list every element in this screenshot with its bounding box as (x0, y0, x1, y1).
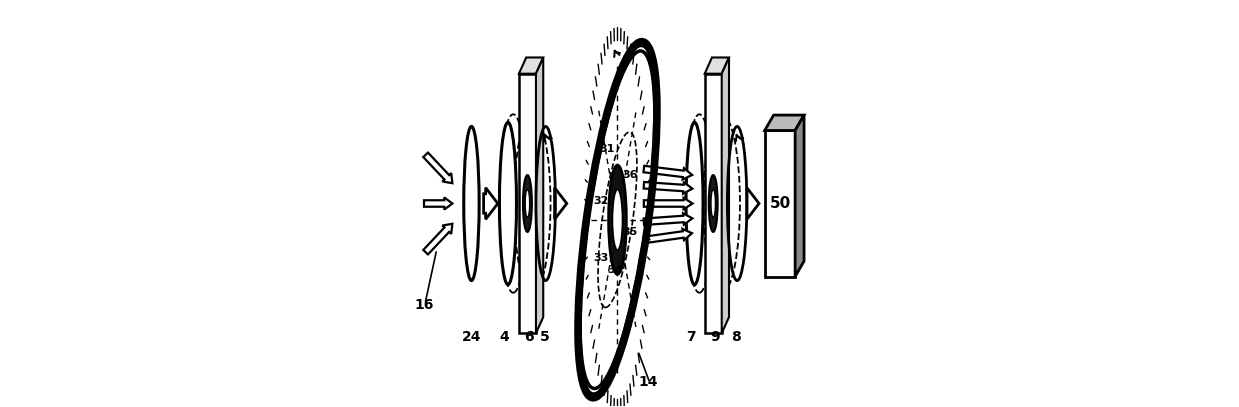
Text: 14: 14 (638, 375, 658, 389)
Text: 7: 7 (685, 330, 695, 344)
Text: 5: 5 (540, 330, 549, 344)
FancyArrow shape (643, 229, 693, 243)
FancyArrow shape (424, 153, 452, 183)
FancyArrow shape (643, 166, 693, 179)
Polygon shape (536, 57, 543, 333)
Polygon shape (795, 115, 804, 276)
FancyArrow shape (644, 198, 693, 209)
Ellipse shape (525, 189, 529, 218)
Ellipse shape (686, 123, 703, 284)
Polygon shape (705, 57, 729, 74)
FancyArrow shape (424, 197, 452, 210)
Ellipse shape (580, 51, 655, 388)
Text: 36: 36 (622, 170, 637, 180)
Polygon shape (721, 57, 729, 333)
FancyArrow shape (643, 213, 693, 225)
Text: 6: 6 (524, 330, 534, 344)
Polygon shape (519, 57, 543, 74)
FancyArrow shape (483, 188, 498, 219)
Text: 16: 16 (414, 298, 434, 312)
Text: 31: 31 (600, 144, 615, 154)
Text: 4: 4 (499, 330, 509, 344)
Polygon shape (764, 115, 804, 131)
Text: 50: 50 (769, 196, 790, 211)
Text: 32: 32 (593, 197, 608, 206)
Text: 8: 8 (731, 330, 741, 344)
Ellipse shape (711, 189, 715, 218)
Ellipse shape (608, 165, 627, 274)
FancyArrow shape (643, 182, 693, 194)
Bar (705, 74, 721, 333)
Text: 33: 33 (593, 253, 608, 263)
FancyArrow shape (555, 188, 566, 219)
Text: 24: 24 (462, 330, 481, 344)
FancyArrow shape (424, 224, 452, 254)
Text: 9: 9 (710, 330, 720, 344)
FancyArrow shape (747, 188, 760, 219)
Ellipse shape (463, 127, 479, 280)
Bar (519, 74, 536, 333)
Text: 34: 34 (607, 265, 623, 276)
Ellipse shape (499, 123, 517, 284)
Ellipse shape (523, 175, 532, 232)
Ellipse shape (709, 175, 717, 232)
Bar (764, 131, 795, 276)
Ellipse shape (612, 189, 623, 250)
Text: 35: 35 (622, 227, 637, 237)
